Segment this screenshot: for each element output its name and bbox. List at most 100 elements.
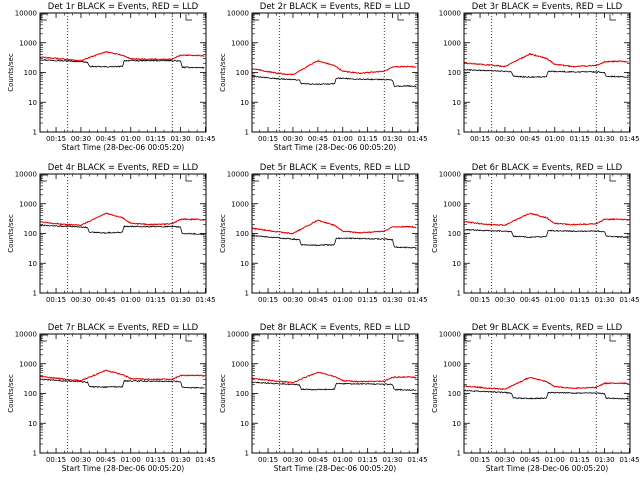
y-tick-label: 100 xyxy=(236,230,249,238)
chart-title: Det 3r BLACK = Events, RED = LLD xyxy=(472,2,623,12)
y-tick-label: 1000 xyxy=(231,39,249,47)
series-events-line xyxy=(40,224,205,236)
y-axis-label: Counts/sec xyxy=(219,53,227,92)
y-tick-label: 10000 xyxy=(227,331,249,339)
corner-mark-right xyxy=(185,175,192,182)
x-axis-label: Start Time (28-Dec-06 00:05:20) xyxy=(274,143,396,152)
series-lld-line xyxy=(251,219,417,235)
plot-frame xyxy=(463,12,631,133)
y-tick-label: 1 xyxy=(33,450,37,458)
x-tick-label: 01:00 xyxy=(545,296,565,304)
corner-mark-right xyxy=(397,14,404,21)
corner-mark-left xyxy=(464,174,471,182)
y-tick-label: 1 xyxy=(33,290,37,298)
x-tick-label: 01:30 xyxy=(382,135,402,143)
x-tick-label: 01:30 xyxy=(170,456,190,464)
x-tick-label: 01:30 xyxy=(382,296,402,304)
x-tick-label: 01:30 xyxy=(594,296,614,304)
chart-title: Det 9r BLACK = Events, RED = LLD xyxy=(472,323,623,333)
x-tick-label: 01:15 xyxy=(358,296,378,304)
y-tick-label: 10000 xyxy=(15,10,37,18)
x-tick-label: 01:15 xyxy=(570,135,590,143)
y-tick-label: 1 xyxy=(33,129,37,137)
series-lld-line xyxy=(463,212,629,227)
x-axis-label: Start Time (28-Dec-06 00:05:20) xyxy=(62,143,184,152)
x-tick-label: 00:30 xyxy=(283,135,303,143)
y-tick-label: 10000 xyxy=(15,171,37,179)
x-tick-label: 01:00 xyxy=(121,135,141,143)
x-tick-label: 00:45 xyxy=(96,456,116,464)
x-tick-label: 01:00 xyxy=(333,456,353,464)
y-tick-label: 100 xyxy=(448,230,461,238)
corner-mark-left xyxy=(464,13,471,21)
series-events-line xyxy=(251,381,417,391)
y-tick-label: 10 xyxy=(452,420,461,428)
plot-frame xyxy=(251,333,419,454)
x-tick-label: 00:15 xyxy=(258,296,278,304)
y-tick-label: 100 xyxy=(236,390,249,398)
series-events-line xyxy=(463,228,629,239)
x-tick-label: 01:45 xyxy=(195,296,215,304)
y-tick-label: 1 xyxy=(457,290,461,298)
y-tick-label: 10 xyxy=(240,420,249,428)
plot-frame xyxy=(463,333,631,454)
x-tick-label: 00:45 xyxy=(308,456,328,464)
plot-frame xyxy=(463,173,631,294)
x-tick-label: 01:15 xyxy=(358,456,378,464)
y-tick-label: 100 xyxy=(448,390,461,398)
chart-det-9: Det 9r BLACK = Events, RED = LLD Counts/s… xyxy=(431,323,640,473)
y-tick-label: 1 xyxy=(245,450,249,458)
chart-det-1: Det 1r BLACK = Events, RED = LLD Counts/s… xyxy=(7,2,216,152)
series-lld-line xyxy=(464,376,629,391)
series-events-line xyxy=(251,234,417,249)
chart-title: Det 2r BLACK = Events, RED = LLD xyxy=(260,2,411,12)
x-tick-label: 00:15 xyxy=(470,296,490,304)
series-lld-line xyxy=(251,371,417,384)
series-events-line xyxy=(39,58,205,69)
x-tick-label: 00:45 xyxy=(308,296,328,304)
chart-det-3: Det 3r BLACK = Events, RED = LLD 1 10 100 10… xyxy=(439,2,640,143)
y-tick-label: 10000 xyxy=(439,331,461,339)
corner-mark-right xyxy=(397,335,404,342)
plot-frame xyxy=(251,12,419,133)
plot-frame xyxy=(39,173,207,294)
corner-mark-right xyxy=(609,175,616,182)
series-lld-line xyxy=(39,369,205,382)
x-tick-label: 00:15 xyxy=(46,296,66,304)
x-tick-label: 01:00 xyxy=(545,456,565,464)
x-tick-label: 00:15 xyxy=(258,456,278,464)
x-axis-label: Start Time (28-Dec-06 00:05:20) xyxy=(486,464,608,473)
y-axis-label: Counts/sec xyxy=(7,53,15,92)
x-tick-label: 00:15 xyxy=(258,135,278,143)
y-tick-label: 1000 xyxy=(443,39,461,47)
x-tick-label: 00:30 xyxy=(283,296,303,304)
y-tick-label: 100 xyxy=(24,390,37,398)
x-axis-label: Start Time (28-Dec-06 00:05:20) xyxy=(62,464,184,473)
y-tick-label: 1 xyxy=(245,129,249,137)
y-tick-label: 1000 xyxy=(19,200,37,208)
plot-frame xyxy=(39,12,207,133)
x-tick-label: 01:45 xyxy=(407,135,427,143)
y-tick-label: 1 xyxy=(457,129,461,137)
corner-mark-right xyxy=(609,335,616,342)
x-tick-label: 01:15 xyxy=(358,135,378,143)
x-tick-label: 00:30 xyxy=(71,296,91,304)
y-axis-label: Counts/sec xyxy=(431,214,439,253)
y-tick-label: 1000 xyxy=(19,360,37,368)
y-tick-label: 10000 xyxy=(227,171,249,179)
y-tick-label: 10 xyxy=(240,260,249,268)
series-events-line xyxy=(251,75,417,88)
corner-mark-right xyxy=(397,175,404,182)
x-tick-label: 00:45 xyxy=(308,135,328,143)
y-tick-label: 1000 xyxy=(231,360,249,368)
x-tick-label: 00:45 xyxy=(520,135,540,143)
x-tick-label: 01:45 xyxy=(195,456,215,464)
y-tick-label: 10000 xyxy=(15,331,37,339)
chart-det-5: Det 5r BLACK = Events, RED = LLD Counts/s… xyxy=(219,163,428,304)
x-tick-label: 01:30 xyxy=(594,456,614,464)
x-tick-label: 01:45 xyxy=(619,296,639,304)
x-tick-label: 00:30 xyxy=(495,456,515,464)
x-tick-label: 00:15 xyxy=(470,135,490,143)
corner-mark-right xyxy=(609,14,616,21)
plot-frame xyxy=(251,173,419,294)
